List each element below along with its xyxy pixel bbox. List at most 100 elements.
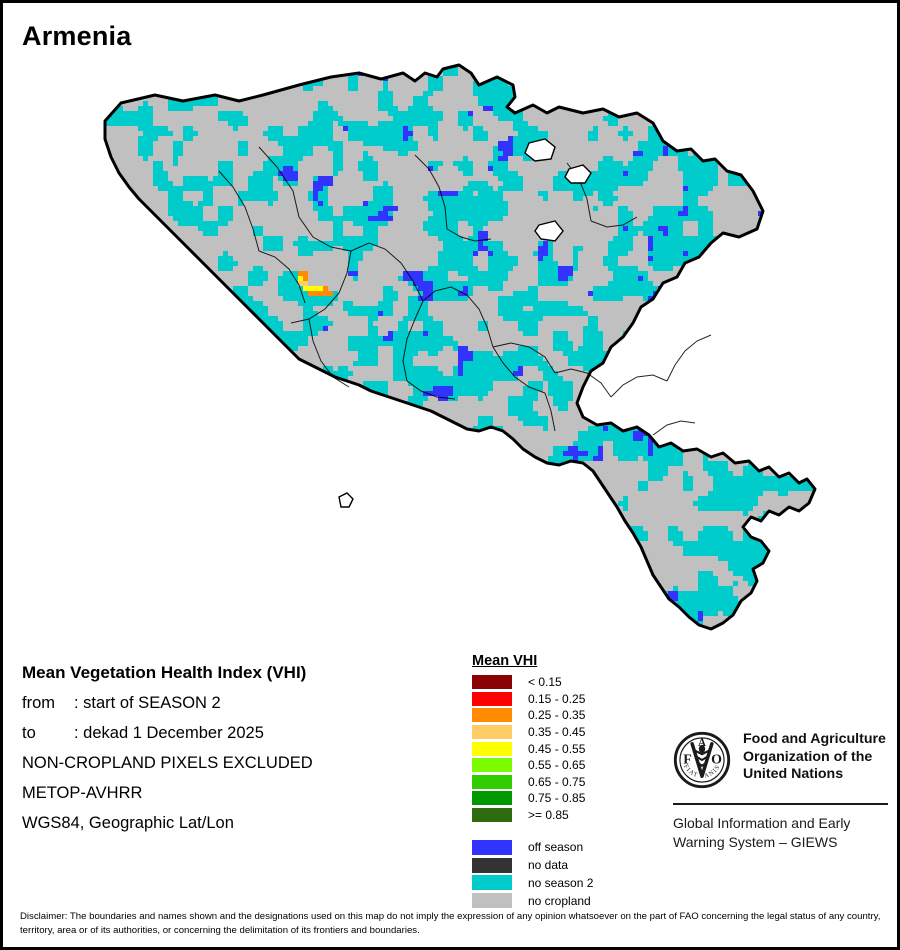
info-from-value: : start of SEASON 2 (74, 694, 221, 712)
legend-label: off season (528, 840, 584, 855)
lake-polygons (338, 138, 592, 508)
legend-row: no data (472, 856, 672, 874)
disclaimer-text: Disclaimer: The boundaries and names sho… (20, 911, 881, 936)
lake-polygon (534, 220, 564, 242)
fao-logo-row: F A O FIAT PANIS Food and Agriculture Org… (673, 731, 888, 789)
info-heading: Mean Vegetation Health Index (VHI) (22, 663, 307, 682)
map-raster-layer (105, 65, 815, 629)
legend-swatch (472, 691, 512, 706)
legend-label: 0.15 - 0.25 (528, 691, 586, 706)
legend-label: 0.65 - 0.75 (528, 774, 586, 789)
legend-separator (472, 823, 672, 838)
legend-swatch (472, 839, 512, 855)
legend-swatch (472, 857, 512, 873)
map-legend: Mean VHI < 0.15 0.15 - 0.25 0.25 - 0.35 0.3… (472, 653, 672, 910)
legend-label: no season 2 (528, 875, 594, 890)
info-from-key: from (22, 694, 55, 712)
country-outline (103, 63, 817, 631)
legend-row: 0.45 - 0.55 (472, 740, 672, 757)
legend-row: 0.75 - 0.85 (472, 790, 672, 807)
admin-boundary-line (258, 250, 306, 304)
info-to-value: : dekad 1 December 2025 (74, 724, 264, 742)
legend-special-list: off season no data no season 2 no cropland (472, 838, 672, 909)
legend-row: 0.25 - 0.35 (472, 707, 672, 724)
legend-swatch (472, 808, 512, 823)
fao-letter-o: O (711, 752, 722, 767)
admin-boundary-line (666, 334, 712, 382)
lake-polygon (564, 164, 592, 184)
fao-branding: F A O FIAT PANIS Food and Agriculture Org… (673, 731, 888, 851)
legend-swatch (472, 774, 512, 789)
legend-swatch (472, 893, 512, 909)
map-canvas[interactable] (63, 51, 853, 646)
admin-boundary-line (402, 300, 424, 382)
legend-class-list: < 0.15 0.15 - 0.25 0.25 - 0.35 0.35 - 0.45 0… (472, 674, 672, 823)
info-exclusion: NON-CROPLAND PIXELS EXCLUDED (22, 754, 313, 772)
fao-unit-line: Global Information and Early (673, 815, 851, 831)
admin-boundary-line (414, 154, 448, 230)
admin-boundary-line (446, 228, 492, 242)
legend-swatch (472, 791, 512, 806)
legend-label: 0.35 - 0.45 (528, 725, 586, 740)
fao-divider (673, 803, 888, 805)
page-title: Armenia (22, 21, 132, 51)
legend-swatch (472, 708, 512, 723)
legend-row: 0.65 - 0.75 (472, 774, 672, 791)
fao-organization-line: United Nations (743, 766, 844, 782)
admin-boundary-line (492, 346, 546, 394)
fao-letter-a: A (698, 737, 706, 749)
fao-organization-name: Food and Agriculture Organization of the U… (743, 731, 886, 784)
fao-organization-line: Food and Agriculture (743, 731, 886, 747)
admin-boundary-line (610, 374, 668, 398)
admin-boundary-line (544, 392, 556, 432)
fao-organization-line: Organization of the (743, 748, 873, 765)
legend-row: no cropland (472, 892, 672, 910)
legend-label: no cropland (528, 893, 591, 908)
lake-polygon (338, 492, 354, 508)
legend-row: 0.15 - 0.25 (472, 691, 672, 708)
legend-label: 0.75 - 0.85 (528, 791, 586, 806)
legend-label: 0.55 - 0.65 (528, 758, 586, 773)
admin-boundary-line (290, 250, 352, 324)
fao-unit-name: Global Information and Early Warning Syst… (673, 814, 888, 851)
legend-swatch (472, 758, 512, 773)
legend-label: 0.25 - 0.35 (528, 708, 586, 723)
admin-boundaries (218, 146, 712, 436)
admin-boundary-line (258, 146, 352, 252)
admin-boundary-line (590, 216, 638, 228)
legend-label: < 0.15 (528, 675, 562, 690)
fao-unit-line: Warning System – GIEWS (673, 833, 838, 850)
map-info-block: Mean Vegetation Health Index (VHI) from:… (22, 658, 452, 838)
legend-row: < 0.15 (472, 674, 672, 691)
legend-row: 0.35 - 0.45 (472, 724, 672, 741)
info-to-row: to : dekad 1 December 2025 (22, 718, 452, 748)
legend-swatch (472, 725, 512, 740)
legend-label: no data (528, 858, 569, 873)
legend-row: no season 2 (472, 874, 672, 892)
legend-row: >= 0.85 (472, 807, 672, 824)
legend-row: 0.55 - 0.65 (472, 757, 672, 774)
admin-boundary-line (308, 318, 350, 388)
fao-emblem-icon: F A O FIAT PANIS (673, 731, 731, 789)
legend-swatch (472, 675, 512, 690)
admin-boundary-line (652, 420, 696, 436)
legend-label: >= 0.85 (528, 808, 569, 823)
admin-boundary-line (218, 170, 260, 252)
legend-row: off season (472, 838, 672, 856)
lake-polygon (524, 138, 556, 162)
fao-letter-f: F (683, 752, 692, 767)
armenia-vhi-map[interactable] (63, 51, 853, 646)
admin-boundary-line (554, 368, 612, 398)
info-to-key: to (22, 724, 36, 742)
legend-swatch (472, 875, 512, 891)
legend-title: Mean VHI (472, 653, 538, 669)
info-sensor: METOP-AVHRR (22, 784, 143, 802)
admin-boundary-line (422, 286, 494, 348)
info-projection: WGS84, Geographic Lat/Lon (22, 814, 234, 832)
info-from-row: from : start of SEASON 2 (22, 688, 452, 718)
admin-boundary-line (350, 242, 424, 302)
legend-swatch (472, 741, 512, 756)
admin-boundary-line (406, 380, 456, 400)
admin-boundary-line (492, 342, 556, 374)
